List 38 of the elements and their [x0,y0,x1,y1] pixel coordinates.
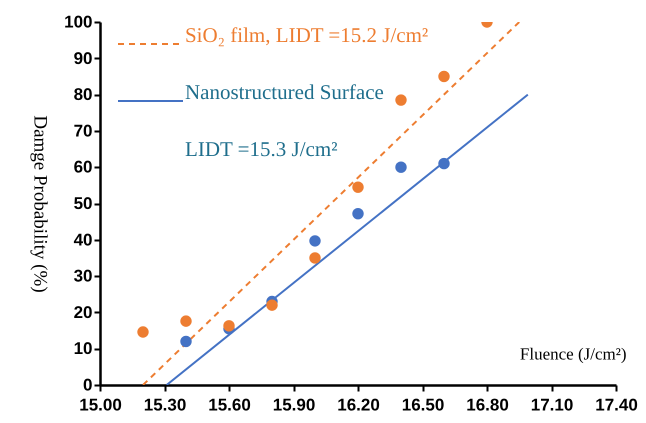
y-tick-label: 60 [74,158,92,177]
y-axis-title: Damge Probability (%) [30,115,50,293]
y-tick-label: 100 [64,12,92,32]
point [137,326,149,338]
y-tick-label: 30 [74,266,92,286]
point [395,94,407,106]
y-tick-label: 70 [74,121,92,140]
legend-label: Nanostructured Surface [185,80,384,104]
x-tick-label: 17.10 [530,396,574,414]
y-tick-label: 20 [74,302,92,322]
y-tick-label: 10 [74,339,92,358]
point [352,208,364,220]
x-tick-label: 16.50 [402,396,444,414]
point [438,70,450,82]
x-tick-label: 16.20 [337,396,380,414]
point [180,336,192,348]
x-tick-label: 15.90 [272,396,316,414]
point [352,181,364,193]
y-tick-label: 40 [74,230,92,250]
point [438,158,450,170]
point [309,252,321,264]
y-tick-label: 90 [74,48,92,68]
point [223,320,235,332]
x-tick-label: 16.80 [466,396,509,414]
point [180,315,192,327]
point [266,299,278,311]
x-tick-label: 15.00 [79,396,122,414]
x-tick-label: 17.40 [595,396,638,414]
x-tick-label: 15.60 [208,396,251,414]
point [395,162,407,173]
x-axis-title: Fluence (J/cm²) [520,344,626,364]
annotation: LIDT =15.3 J/cm² [185,137,338,161]
x-tick-label: 15.30 [144,396,186,414]
y-tick-label: 80 [74,85,92,104]
legend-label: SiO₂ film, LIDT =15.2 J/cm² [185,23,428,47]
y-tick-label: 0 [83,376,92,394]
y-tick-label: 50 [74,194,92,213]
point [309,235,321,247]
